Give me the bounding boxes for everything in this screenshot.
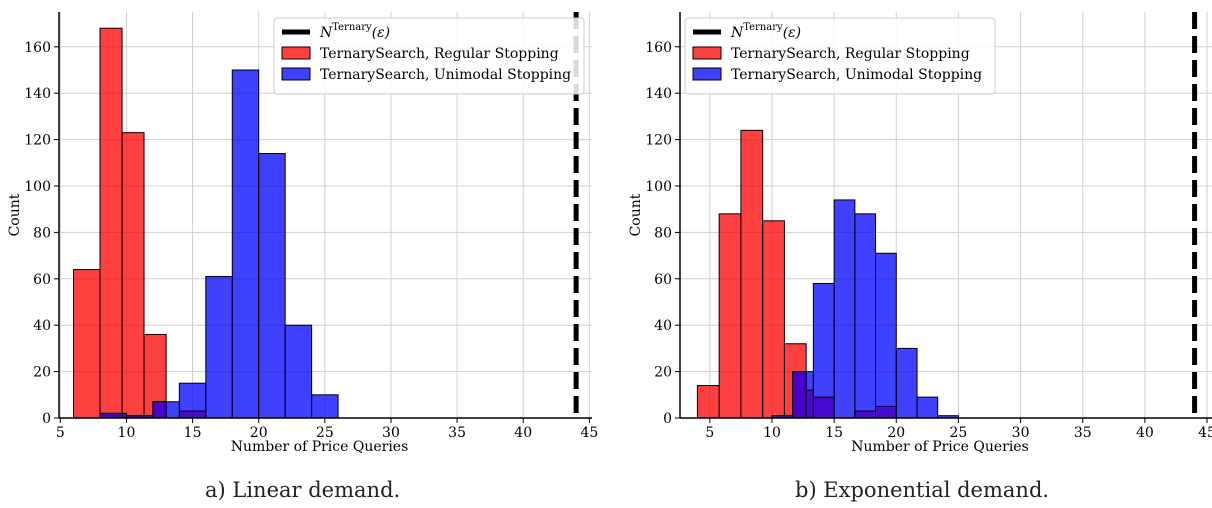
x-tick-label: 35 — [1074, 425, 1092, 441]
x-tick-label: 45 — [580, 425, 598, 441]
x-tick-label: 5 — [56, 425, 65, 441]
unimodal-histogram-bar — [231, 69, 260, 419]
unimodal-histogram-bar — [833, 199, 856, 419]
unimodal-histogram-bar — [258, 153, 286, 419]
x-tick-label: 10 — [763, 425, 781, 441]
caption-exponential-demand: b) Exponential demand. — [795, 478, 1050, 502]
x-tick-label: 30 — [382, 425, 400, 441]
y-tick-label: 100 — [645, 179, 672, 195]
y-tick-label: 40 — [654, 318, 672, 334]
y-tick-label: 100 — [24, 179, 51, 195]
x-tick-label: 30 — [1012, 425, 1030, 441]
unimodal-histogram-bar — [205, 275, 233, 419]
x-tick-label: 45 — [1198, 425, 1212, 441]
overlap-histogram-bar — [854, 410, 877, 419]
caption-linear-demand: a) Linear demand. — [205, 478, 401, 502]
y-tick-label: 120 — [645, 133, 672, 149]
legend-label-threshold: NTernary(ε) — [730, 22, 801, 41]
regular-histogram-bar — [696, 385, 720, 419]
overlap-histogram-bar — [152, 401, 167, 419]
x-tick-label: 35 — [448, 425, 466, 441]
legend-label-regular: TernarySearch, Regular Stopping — [731, 46, 970, 62]
legend-swatch-unimodal — [281, 67, 311, 81]
x-tick-label: 25 — [316, 425, 334, 441]
y-tick-label: 40 — [33, 318, 51, 334]
legend-label-unimodal: TernarySearch, Unimodal Stopping — [320, 67, 571, 83]
regular-histogram-bar — [762, 220, 785, 419]
legend: NTernary(ε) TernarySearch, Regular Stoppi… — [273, 17, 585, 95]
x-tick-label: 5 — [705, 425, 714, 441]
x-tick-label: 40 — [514, 425, 532, 441]
y-tick-label: 60 — [654, 272, 672, 288]
y-tick-label: 0 — [42, 411, 51, 427]
unimodal-histogram-bar — [854, 213, 877, 419]
legend-frame — [684, 17, 996, 95]
y-tick-label: 20 — [33, 365, 51, 381]
legend-swatch-regular — [281, 46, 311, 60]
regular-histogram-bar — [73, 269, 101, 419]
x-axis-label: Number of Price Queries — [851, 439, 1029, 455]
unimodal-histogram-bar — [311, 394, 339, 419]
regular-histogram-bar — [740, 129, 764, 419]
regular-histogram-bar — [121, 132, 145, 419]
legend-swatch-regular — [692, 46, 722, 60]
unimodal-histogram-bar — [875, 252, 897, 419]
x-tick-label: 15 — [184, 425, 202, 441]
x-tick-label: 20 — [887, 425, 905, 441]
legend-label-unimodal: TernarySearch, Unimodal Stopping — [731, 67, 982, 83]
x-tick-label: 40 — [1136, 425, 1154, 441]
y-tick-label: 160 — [24, 40, 51, 56]
panel-exponential-demand: 5 10 15 20 25 30 35 40 45 0 20 40 60 80 100 120 140 160 Nu… — [628, 12, 1212, 455]
regular-histogram-bar — [718, 213, 742, 419]
unimodal-histogram-bar — [916, 396, 939, 419]
y-tick-label: 140 — [24, 86, 51, 102]
y-tick-label: 60 — [33, 272, 51, 288]
x-axis-label: Number of Price Queries — [231, 439, 409, 455]
x-tick-label: 15 — [825, 425, 843, 441]
overlap-histogram-bar — [812, 396, 835, 419]
regular-histogram-bar — [99, 27, 123, 419]
x-tick-label: 25 — [950, 425, 968, 441]
y-axis-label: Count — [628, 193, 644, 236]
x-tick-label: 10 — [118, 425, 136, 441]
legend-label-threshold: NTernary(ε) — [319, 22, 390, 41]
y-tick-label: 0 — [663, 411, 672, 427]
y-tick-label: 80 — [654, 225, 672, 241]
x-tick-label: 20 — [250, 425, 268, 441]
overlap-histogram-bar — [178, 410, 207, 419]
overlap-histogram-bar — [805, 389, 814, 419]
legend-label-regular: TernarySearch, Regular Stopping — [320, 46, 559, 62]
y-axis-label: Count — [7, 193, 23, 236]
y-tick-label: 20 — [654, 365, 672, 381]
panel-linear-demand: 5 10 15 20 25 30 35 40 45 0 20 40 60 80 100 120 140 160 Nu… — [7, 12, 598, 455]
y-tick-label: 140 — [645, 86, 672, 102]
y-tick-label: 80 — [33, 225, 51, 241]
legend-frame — [273, 17, 585, 95]
unimodal-histogram-bar — [895, 347, 918, 419]
legend-swatch-unimodal — [692, 67, 722, 81]
overlap-histogram-bar — [792, 371, 807, 419]
overlap-histogram-bar — [875, 405, 897, 419]
unimodal-histogram-bar — [284, 324, 313, 419]
y-tick-label: 120 — [24, 133, 51, 149]
y-tick-label: 160 — [645, 40, 672, 56]
legend: NTernary(ε) TernarySearch, Regular Stoppi… — [684, 17, 996, 95]
